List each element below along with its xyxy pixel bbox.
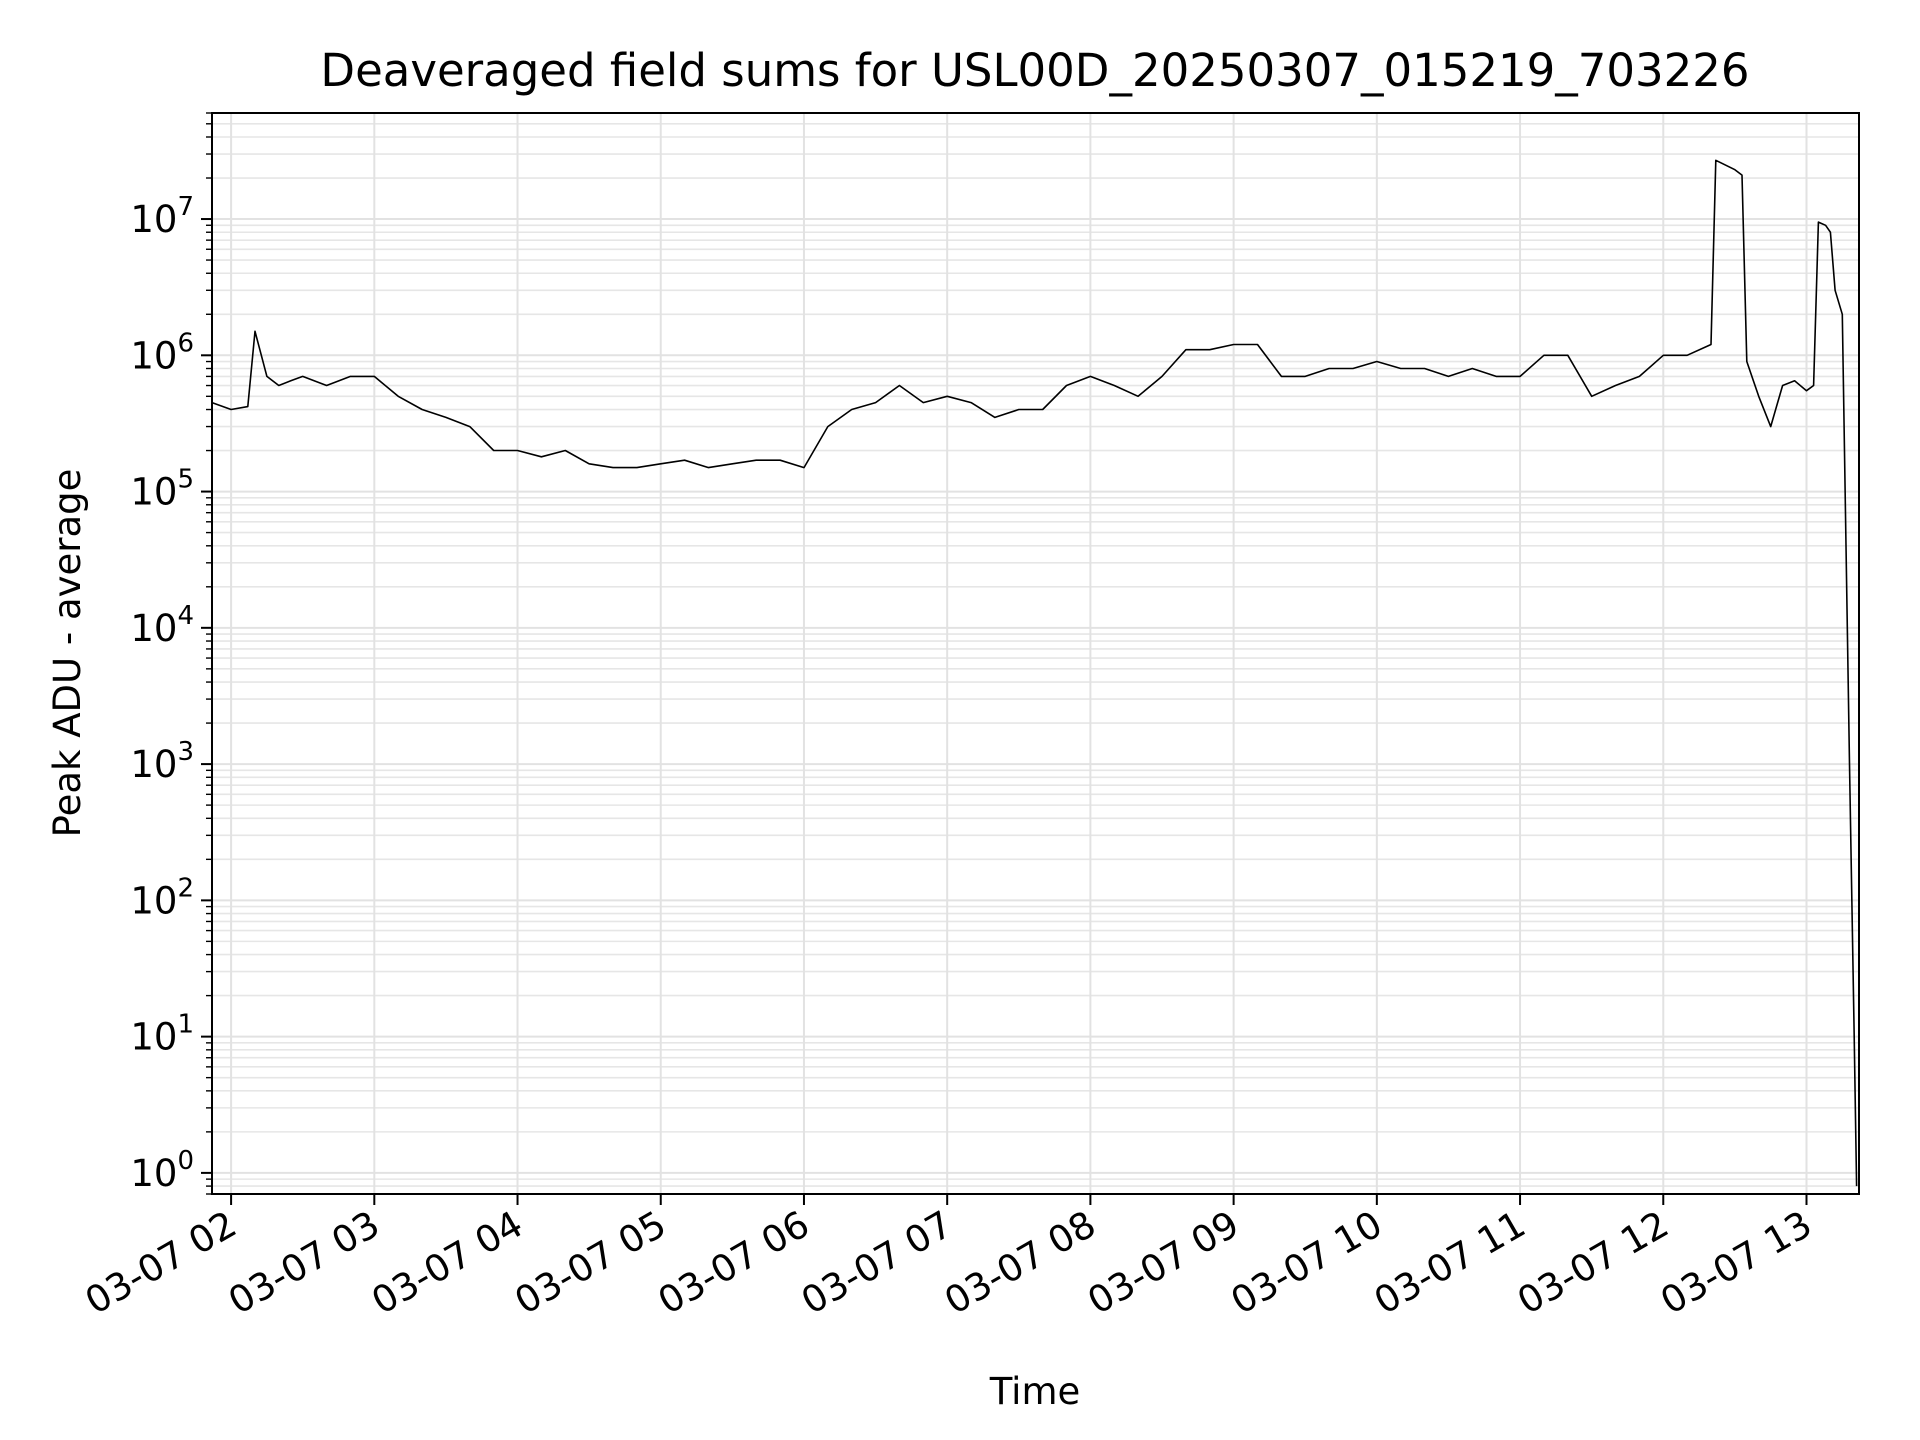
y-tick-label: 105 [130,465,194,514]
y-tick-label-exponent: 0 [177,1146,194,1176]
y-tick-label-base: 10 [130,1016,177,1059]
y-tick-label: 106 [130,328,194,377]
series-line [211,159,1858,1187]
y-tick-label: 102 [130,873,194,922]
y-tick-label: 104 [130,601,194,650]
y-tick-label-base: 10 [130,198,177,241]
y-tick-label: 100 [130,1146,194,1195]
grid-layer [212,112,1859,1195]
y-tick-label-base: 10 [130,334,177,377]
chart-title: Deaveraged field sums for USL00D_2025030… [320,44,1749,97]
plot-frame [211,112,1860,1195]
x-axis-label: Time [989,1370,1081,1413]
y-tick-label: 101 [130,1010,194,1059]
y-tick-label: 103 [130,737,194,786]
y-tick-label-exponent: 2 [177,873,194,903]
y-tick-label-exponent: 1 [177,1010,194,1040]
y-tick-label-base: 10 [130,607,177,650]
y-tick-label-exponent: 6 [177,328,194,358]
y-tick-label-base: 10 [130,1152,177,1195]
tick-layer [201,112,1808,1205]
y-tick-label-exponent: 7 [177,192,194,222]
y-tick-label-exponent: 5 [177,465,194,495]
y-tick-label-exponent: 3 [177,737,194,767]
data-layer [211,159,1858,1187]
y-tick-label-exponent: 4 [177,601,194,631]
y-tick-label: 107 [130,192,194,241]
y-axis-label: Peak ADU - average [46,469,89,838]
y-tick-label-base: 10 [130,471,177,514]
y-tick-label-base: 10 [130,879,177,922]
y-tick-label-base: 10 [130,743,177,786]
